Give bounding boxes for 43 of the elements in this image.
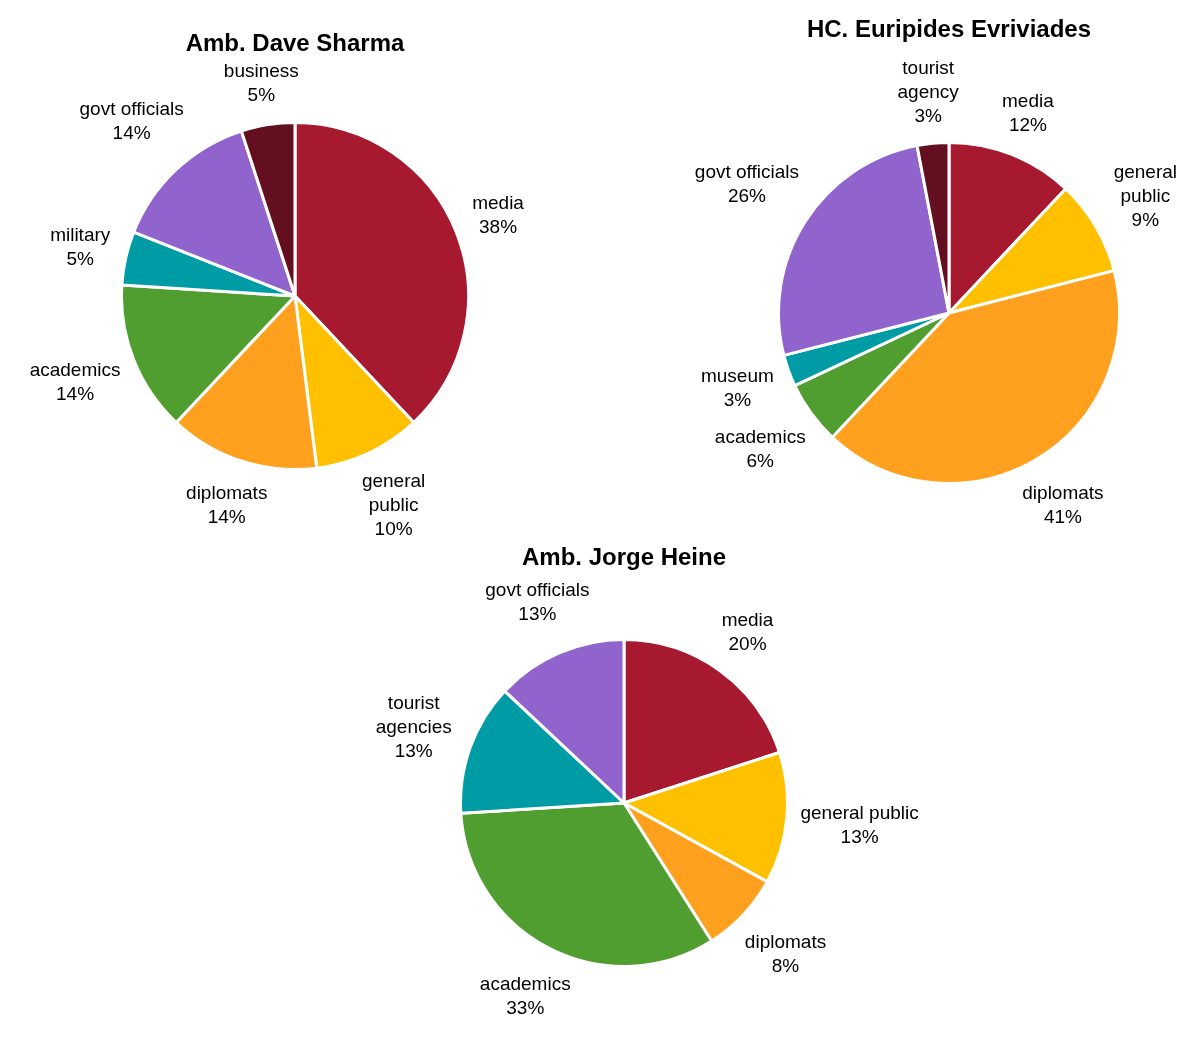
data-label: 14% (207, 506, 246, 528)
slice-label: academics (29, 359, 121, 381)
slice-label: military (50, 224, 111, 246)
data-label: 5% (247, 83, 276, 105)
chart-title: HC. Euripides Evriviades (806, 14, 1092, 42)
slice-label: tourist agency (897, 56, 960, 102)
slice-label: business (223, 59, 299, 81)
data-label: 13% (394, 739, 433, 761)
slice-label: govt officials (485, 578, 590, 600)
slice-label: govt officials (694, 160, 800, 182)
data-label: 3% (723, 389, 752, 411)
data-label: 26% (727, 184, 767, 206)
data-label: 38% (479, 215, 518, 237)
data-label: 6% (746, 450, 775, 472)
data-label: 10% (374, 517, 413, 539)
slice-label: general public (1113, 161, 1178, 207)
data-label: 14% (56, 383, 95, 405)
data-label: 20% (728, 633, 767, 655)
slice-label: media (721, 609, 774, 631)
slice-label: diplomats (1022, 481, 1104, 503)
data-label: 9% (1131, 209, 1160, 231)
slice-label: museum (700, 365, 774, 387)
slice-label: media (472, 191, 525, 213)
slice-label: diplomats (744, 930, 827, 952)
slice-label: general public (800, 801, 919, 823)
data-label: 13% (518, 602, 557, 624)
chart-title: Amb. Dave Sharma (185, 28, 406, 56)
data-label: 3% (914, 104, 943, 126)
slice-label: media (1002, 89, 1055, 111)
slice-label: govt officials (79, 98, 184, 120)
data-label: 14% (112, 122, 151, 144)
slice-label: academics (479, 973, 571, 995)
slice-label: tourist agencies (375, 691, 452, 737)
data-label: 41% (1043, 505, 1083, 527)
data-label: 8% (771, 954, 800, 976)
slice-label: diplomats (186, 482, 268, 504)
data-label: 33% (506, 997, 545, 1019)
data-label: 12% (1008, 113, 1048, 135)
data-label: 5% (66, 248, 95, 270)
data-label: 13% (840, 825, 879, 847)
slice-label: academics (714, 426, 806, 448)
chart-title: Amb. Jorge Heine (521, 542, 727, 570)
slice-label: general public (361, 469, 426, 515)
